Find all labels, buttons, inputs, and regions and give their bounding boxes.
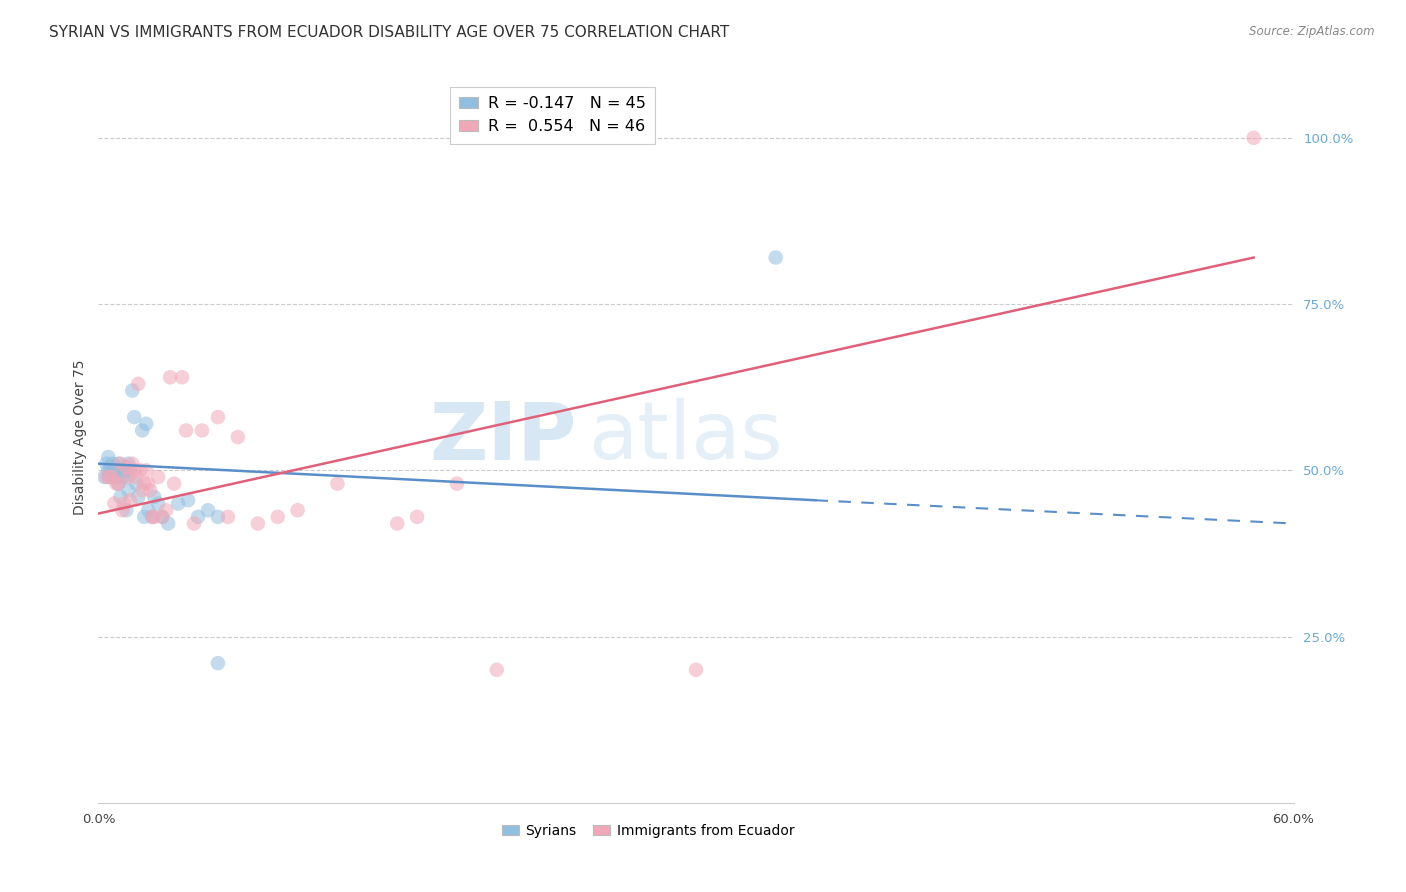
Point [117,483,139,498]
Point [120,493,142,508]
Point [111,503,134,517]
Text: ZIP: ZIP [429,398,576,476]
Point [96,470,118,484]
Point [97,470,120,484]
Point [112,497,135,511]
Point [143,509,166,524]
Point [115,460,138,475]
Point [110,490,132,504]
Point [197,503,219,517]
Point [98,460,122,475]
Point [217,509,239,524]
Point [135,417,157,431]
Point [685,663,707,677]
Point [97,463,120,477]
Point [174,424,197,438]
Point [148,497,170,511]
Point [446,476,468,491]
Point [125,470,148,484]
Point [207,410,229,425]
Point [267,509,290,524]
Point [120,463,142,477]
Point [121,457,143,471]
Point [111,463,134,477]
Point [287,503,309,517]
Text: Source: ZipAtlas.com: Source: ZipAtlas.com [1250,25,1375,38]
Point [148,470,170,484]
Point [1243,131,1265,145]
Point [326,476,349,491]
Point [107,476,129,491]
Y-axis label: Disability Age Over 75: Disability Age Over 75 [73,359,87,515]
Point [131,424,153,438]
Point [246,516,269,531]
Point [112,460,135,475]
Point [159,370,181,384]
Point [157,516,180,531]
Point [103,467,125,481]
Point [141,509,163,524]
Point [191,424,214,438]
Point [127,376,149,391]
Point [177,493,200,508]
Point [207,656,229,670]
Point [150,509,173,524]
Point [143,490,166,504]
Point [134,509,156,524]
Point [136,476,159,491]
Point [107,476,129,491]
Point [105,476,128,491]
Point [101,470,124,484]
Point [115,503,138,517]
Point [98,470,122,484]
Point [101,457,124,471]
Point [134,476,156,491]
Point [139,483,162,498]
Point [117,457,139,471]
Point [167,497,190,511]
Point [124,410,146,425]
Point [385,516,409,531]
Text: atlas: atlas [589,398,783,476]
Point [207,509,229,524]
Legend: Syrians, Immigrants from Ecuador: Syrians, Immigrants from Ecuador [496,818,800,844]
Point [110,463,132,477]
Point [187,509,209,524]
Point [103,497,125,511]
Point [163,476,186,491]
Point [96,457,118,471]
Point [183,516,205,531]
Point [93,470,115,484]
Point [125,476,148,491]
Point [127,490,149,504]
Text: SYRIAN VS IMMIGRANTS FROM ECUADOR DISABILITY AGE OVER 75 CORRELATION CHART: SYRIAN VS IMMIGRANTS FROM ECUADOR DISABI… [49,25,730,40]
Point [110,457,132,471]
Point [406,509,429,524]
Point [105,463,128,477]
Point [141,509,163,524]
Point [105,470,128,484]
Point [155,503,177,517]
Point [131,483,153,498]
Point [107,457,129,471]
Point [103,460,125,475]
Point [135,463,157,477]
Point [115,463,138,477]
Point [97,450,120,464]
Point [111,470,134,484]
Point [485,663,508,677]
Point [117,470,139,484]
Point [129,463,152,477]
Point [121,384,143,398]
Point [124,463,146,477]
Point [765,251,787,265]
Point [226,430,249,444]
Point [136,503,159,517]
Point [101,470,124,484]
Point [112,470,135,484]
Point [172,370,194,384]
Point [150,509,173,524]
